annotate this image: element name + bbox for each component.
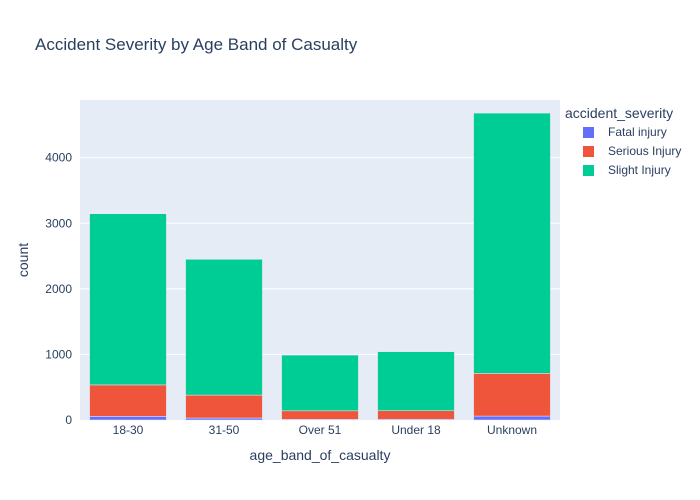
bar-segment [185,394,263,419]
legend-swatch [583,165,594,176]
legend-swatch [583,127,594,138]
legend-item-label: Serious Injury [608,144,681,158]
x-tick-label: 31-50 [209,423,240,437]
bar-segment [473,112,551,374]
bar-segment [89,213,167,386]
bar-segment [473,373,551,417]
legend-item-label: Fatal injury [608,125,667,139]
y-tick-label: 2000 [45,282,72,296]
x-tick-label: Unknown [487,423,537,437]
y-tick-labels: 0 1000 2000 3000 4000 [45,151,72,427]
bar-segment [473,415,551,421]
y-tick-label: 1000 [45,347,72,361]
y-axis-title: count [15,243,31,277]
bar-segment [281,410,359,420]
bar-segment [377,351,455,411]
x-tick-label: Over 51 [299,423,342,437]
x-tick-labels: 18-30 31-50 Over 51 Under 18 Unknown [113,423,537,437]
legend: accident_severity Fatal injury Serious In… [565,105,681,177]
y-tick-label: 0 [65,413,72,427]
bars [89,112,551,421]
bar-segment [377,410,455,420]
bar-segment [89,384,167,417]
x-tick-label: Under 18 [391,423,441,437]
x-axis-title: age_band_of_casualty [250,447,391,463]
bar-segment [185,417,263,421]
bar-segment [281,354,359,412]
bar-segment [185,259,263,396]
chart-title: Accident Severity by Age Band of Casualt… [35,35,358,54]
legend-swatch [583,146,594,157]
x-tick-label: 18-30 [113,423,144,437]
y-tick-label: 3000 [45,216,72,230]
legend-item-label: Slight Injury [608,163,671,177]
legend-title: accident_severity [565,105,673,121]
bar-segment [89,416,167,421]
y-tick-label: 4000 [45,151,72,165]
